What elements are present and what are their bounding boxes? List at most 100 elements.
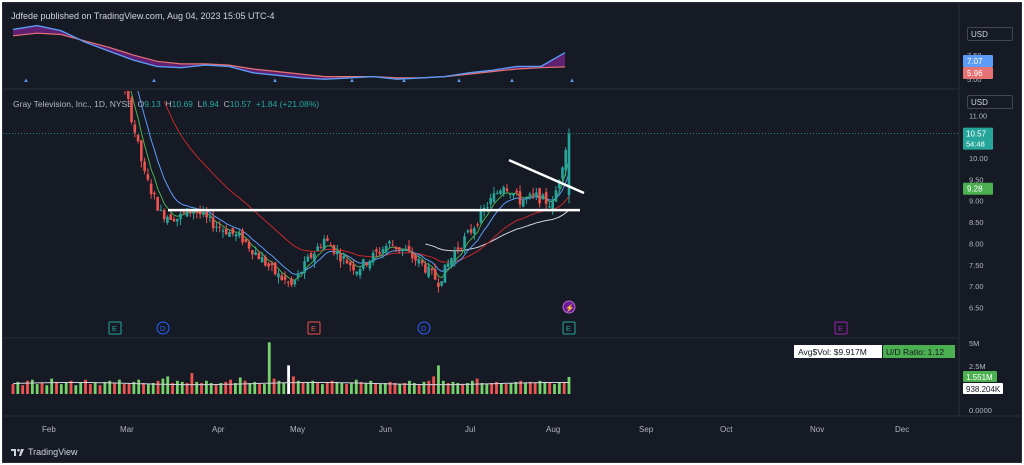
volume-bar [441,380,445,394]
candle-body [198,211,202,215]
volume-bar [151,383,155,394]
volume-bar [137,379,141,394]
candle-body [404,249,408,251]
candle-body [316,246,319,251]
time-tick-label: Oct [720,425,733,434]
candle-body [508,194,512,196]
last-volume-badge [963,371,997,382]
volume-bar [379,384,382,394]
candle-body [124,85,127,88]
candle-body [218,226,221,228]
candle-body [528,194,532,196]
candle-body [420,260,424,264]
volume-bar [533,383,537,394]
time-tick-label: Jun [379,425,392,434]
volume-bar [282,383,286,394]
volume-bar [50,378,54,394]
volume-bar [480,383,484,394]
earnings-marker [562,321,576,335]
price-tick-label: 11.00 [969,111,987,120]
candle-body [489,198,492,205]
candle-body [257,253,261,260]
volume-bar [451,381,455,394]
volume-bar [108,380,112,394]
volume-bar [528,381,532,394]
candle-body [535,192,538,196]
candle-body [525,197,528,199]
time-tick-label: Aug [546,425,560,434]
tradingview-footer[interactable]: TradingView [11,447,78,457]
volume-bar [219,383,223,394]
time-tick-label: Feb [42,425,56,434]
candle-body [192,210,195,214]
oscillator-slow-line [12,32,566,79]
candle-body [267,263,270,267]
candle-body [313,253,316,262]
time-tick-label: Sep [639,425,654,434]
volume-bar [84,379,87,394]
candle-body [332,245,336,254]
candle-body [518,191,522,205]
candle-body [345,260,349,264]
candle-body [388,241,391,244]
candle-body [548,206,551,208]
candle-body [107,29,110,39]
open-value: 9.13 [144,99,161,109]
volume-bar [16,381,20,394]
volume-bar [437,365,440,394]
volume-bar [258,383,261,394]
candle-body [358,269,362,276]
avg-volume-badge [963,383,1003,394]
candle-body [368,260,372,269]
candle-body [531,193,535,195]
volume-bar [238,377,242,394]
volume-bar [296,380,300,394]
candle-body [140,140,143,162]
ema-fast-line [130,91,570,281]
volume-bar [388,381,392,394]
candle-body [195,210,199,213]
volume-bar [175,380,179,394]
currency-button-top[interactable]: USD [967,27,1013,41]
volume-bar [485,384,489,394]
ema-slow-line [163,101,570,263]
time-tick-label: Jul [465,425,475,434]
volume-bar [567,376,571,394]
candle-body [414,255,417,261]
candle-body [371,252,375,263]
currency-button-main[interactable]: USD [967,95,1013,109]
volume-bar [446,383,450,394]
low-label: L [197,99,203,109]
candle-body [166,216,169,223]
volume-bar [272,378,276,394]
publisher-line: Jdfede published on TradingView.com, Aug… [11,11,275,21]
candle-body [247,241,251,249]
candle-body [453,251,457,263]
candle-body [456,247,460,250]
price-plot [107,29,571,293]
candle-body [126,91,130,99]
candle-body [326,238,329,241]
candle-body [473,228,476,234]
volume-bar [253,381,257,394]
candle-body [355,271,359,275]
level-value: 9.28 [967,185,983,194]
volume-bar [267,342,271,394]
time-tick-label: Nov [810,425,824,434]
candle-body [512,193,515,196]
candle-body [273,262,277,275]
volume-tick-label: 2.5M [969,362,986,371]
candle-body [397,247,401,251]
event-marker-label: E [311,324,316,333]
last-price-value: 10.57 [966,130,987,139]
volume-bar [26,380,29,394]
volume-bar [195,381,199,394]
ema-mid-line [137,91,570,275]
level-badge [963,182,993,195]
candle-body [466,230,470,233]
candle-body [502,187,506,194]
candle-body [185,208,189,217]
candle-body [277,273,280,278]
volume-bar [548,383,552,394]
